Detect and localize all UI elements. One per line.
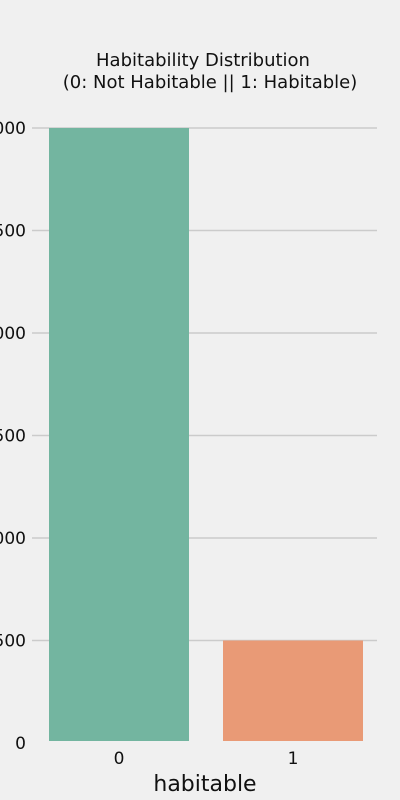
- chart-title-line-2: (0: Not Habitable || 1: Habitable): [63, 72, 358, 93]
- y-tick-labels: 0 500 1000 1500 2000 2500 3000: [0, 119, 26, 754]
- y-tick-label: 1000: [0, 529, 26, 549]
- x-axis-label: habitable: [153, 772, 256, 797]
- y-tick-label: 2000: [0, 324, 26, 344]
- bar-0: [49, 128, 189, 741]
- x-tick-label: 0: [114, 749, 125, 769]
- y-tick-label: 1500: [0, 427, 26, 447]
- y-tick-label: 0: [15, 734, 26, 754]
- y-tick-label: 3000: [0, 119, 26, 139]
- y-tick-label: 2500: [0, 222, 26, 242]
- bars: [49, 128, 363, 741]
- chart-title-line-1: Habitability Distribution: [96, 50, 310, 71]
- y-tick-label: 500: [0, 632, 26, 652]
- x-tick-label: 1: [288, 749, 299, 769]
- bar-1: [223, 640, 363, 741]
